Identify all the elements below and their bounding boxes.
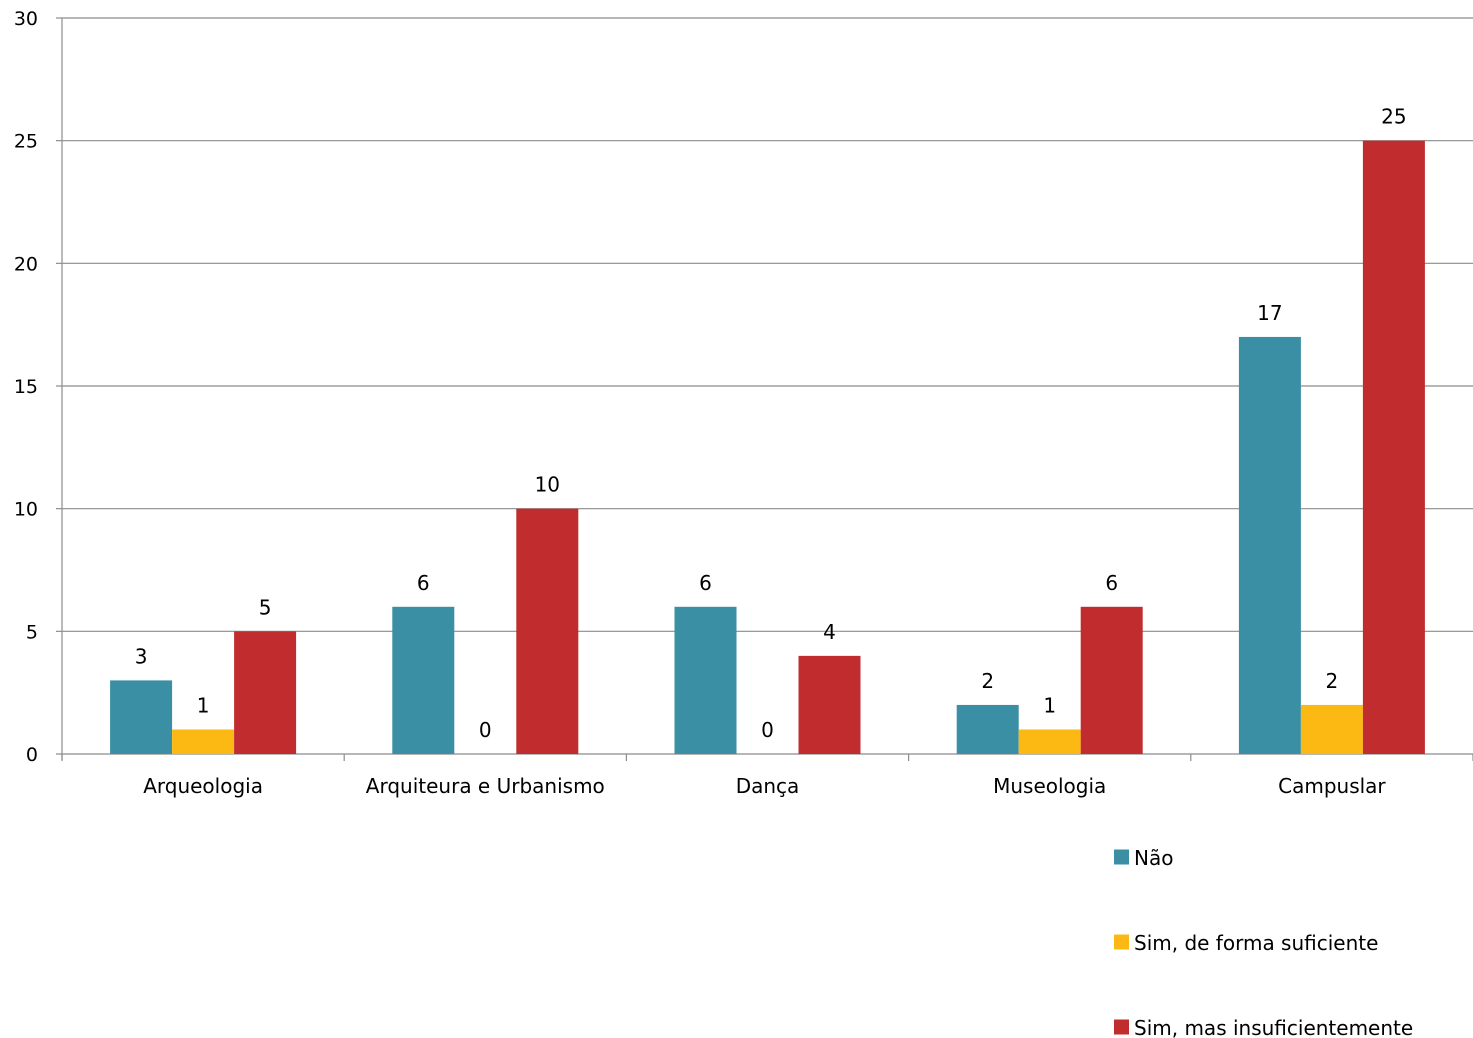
y-tick-label: 0 [26, 744, 38, 766]
legend-swatch [1114, 934, 1129, 950]
y-tick-label: 15 [14, 376, 38, 398]
data-label: 1 [197, 693, 210, 717]
bar [1018, 729, 1081, 754]
data-labels: 3 1 5 6 0 10 6 0 4 2 1 6 17 2 25 [135, 105, 1407, 742]
bar [234, 631, 297, 754]
bar [674, 606, 737, 754]
y-tick-label: 5 [26, 621, 38, 643]
legend-label: Não [1134, 846, 1173, 870]
legend-swatch [1114, 1019, 1129, 1035]
data-label: 6 [417, 571, 430, 595]
gridlines [62, 17, 1473, 632]
legend: Não Sim, de forma suficiente Sim, mas insu… [1114, 846, 1413, 1038]
bar [956, 704, 1019, 754]
legend-label: Sim, de forma suficiente [1134, 931, 1378, 955]
data-label: 6 [1105, 571, 1118, 595]
bar [516, 508, 579, 754]
data-label: 5 [259, 595, 272, 619]
data-label: 2 [1326, 669, 1339, 693]
legend-label: Sim, mas insuficientemente [1134, 1016, 1413, 1038]
legend-swatch [1114, 849, 1129, 865]
bar [392, 606, 455, 754]
bar [172, 729, 235, 754]
bar [798, 655, 861, 754]
y-tick-label: 30 [14, 8, 38, 30]
bar [110, 680, 173, 754]
data-label: 25 [1381, 105, 1406, 129]
x-tick-label: Dança [736, 774, 800, 798]
data-label: 1 [1043, 693, 1056, 717]
data-label: 17 [1257, 301, 1282, 325]
data-label: 4 [823, 620, 836, 644]
bars [110, 140, 1425, 754]
y-tick-label: 10 [14, 499, 38, 521]
x-tick-label: Campuslar [1278, 774, 1386, 798]
data-label: 2 [981, 669, 994, 693]
x-tick-label: Arquiteura e Urbanismo [366, 774, 605, 798]
y-tick-label: 20 [14, 253, 38, 275]
bar [1300, 704, 1363, 754]
data-label: 3 [135, 644, 148, 668]
x-tick-label: Arqueologia [143, 774, 263, 798]
data-label: 6 [699, 571, 712, 595]
bar [1080, 606, 1143, 754]
data-label: 10 [535, 473, 560, 497]
data-label: 0 [479, 718, 492, 742]
data-label: 0 [761, 718, 774, 742]
y-tick-label: 25 [14, 131, 38, 153]
bar [1238, 336, 1301, 754]
bar [1362, 140, 1425, 754]
x-tick-label: Museologia [993, 774, 1106, 798]
